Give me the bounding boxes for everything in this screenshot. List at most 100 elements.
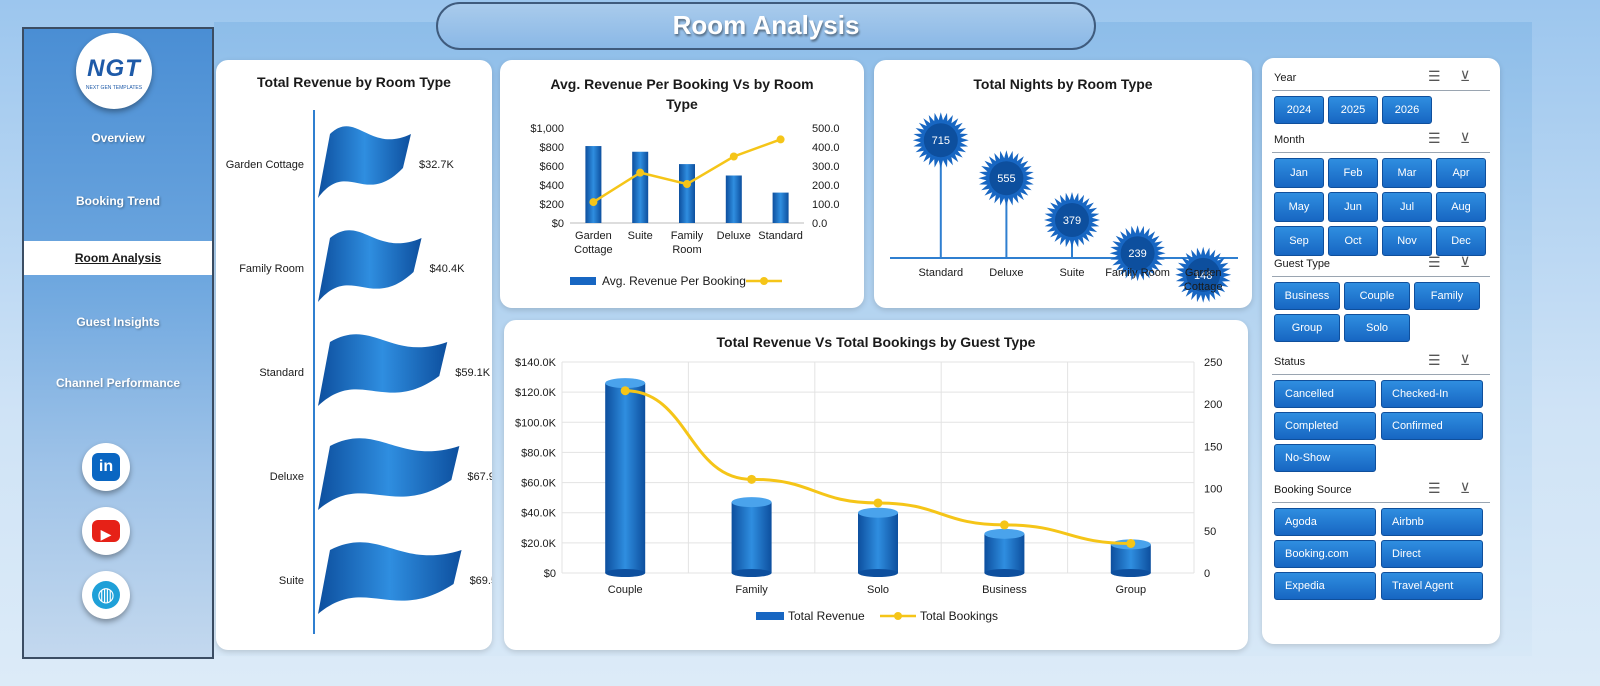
slicer-booking-source-item[interactable]: Agoda bbox=[1274, 508, 1376, 536]
chart2-line-point bbox=[636, 168, 645, 177]
linkedin-icon: in bbox=[92, 453, 120, 481]
chart1-category-label: Garden Cottage bbox=[226, 159, 304, 171]
web-button[interactable]: ◍ bbox=[82, 571, 130, 619]
slicer-booking-source-item[interactable]: Airbnb bbox=[1381, 508, 1483, 536]
chart3-star-core bbox=[1055, 202, 1089, 237]
chart4-category-label: Family bbox=[735, 584, 768, 596]
slicer-month-item[interactable]: Oct bbox=[1328, 226, 1378, 256]
slicer-month-item[interactable]: Dec bbox=[1436, 226, 1486, 256]
nav-channel-performance[interactable]: Channel Performance bbox=[55, 376, 181, 390]
chart4-bar-base bbox=[605, 569, 646, 577]
slicer-guest-type-item[interactable]: Couple bbox=[1344, 282, 1410, 310]
slicer-year-item[interactable]: 2025 bbox=[1328, 96, 1378, 124]
card-total-nights: Total Nights by Room Type 715 Standard 555… bbox=[874, 60, 1252, 308]
nav-guest-insights[interactable]: Guest Insights bbox=[76, 315, 160, 329]
clear-filter-icon[interactable]: ⊻ bbox=[1460, 130, 1471, 146]
slicer-guest-type-heading: Guest Type bbox=[1274, 258, 1331, 270]
multi-select-icon[interactable]: ☰ bbox=[1428, 254, 1441, 270]
multi-select-icon[interactable]: ☰ bbox=[1428, 480, 1441, 496]
slicer-year-item[interactable]: 2026 bbox=[1382, 96, 1432, 124]
slicer-guest-type-item[interactable]: Family bbox=[1414, 282, 1480, 310]
slicer-month-item[interactable]: Sep bbox=[1274, 226, 1324, 256]
slicer-booking-source-item[interactable]: Booking.com bbox=[1274, 540, 1376, 568]
chart2-y2tick: 500.0 bbox=[812, 123, 840, 135]
chart4-bar-base bbox=[1110, 569, 1151, 577]
slicer-panel: Year ☰ ⊻ 2024 2025 2026 Month ☰ ⊻ Jan Feb Mar Apr May… bbox=[1262, 58, 1500, 644]
slicer-month-item[interactable]: Nov bbox=[1382, 226, 1432, 256]
chart2-bar bbox=[679, 164, 695, 223]
slicer-status-item[interactable]: Confirmed bbox=[1381, 412, 1483, 440]
slicer-year-item[interactable]: 2024 bbox=[1274, 96, 1324, 124]
chart1-value-label: $40.4K bbox=[430, 263, 466, 275]
chart4-ytick: $140.0K bbox=[515, 357, 557, 369]
chart2-svg: $1,000 $800 $600 $400 $200 $0 500.0 400.0 300.0 2… bbox=[530, 123, 840, 288]
multi-select-icon[interactable]: ☰ bbox=[1428, 352, 1441, 368]
slicer-month-item[interactable]: Mar bbox=[1382, 158, 1432, 188]
clear-filter-icon[interactable]: ⊻ bbox=[1460, 480, 1471, 496]
chart1-title: Total Revenue by Room Type bbox=[257, 74, 451, 90]
chart4-y2tick: 0 bbox=[1204, 568, 1210, 580]
slicer-status-item[interactable]: No-Show bbox=[1274, 444, 1376, 472]
slicer-booking-source-item[interactable]: Travel Agent bbox=[1381, 572, 1483, 600]
chart4-ytick: $20.0K bbox=[521, 538, 557, 550]
chart3-star-core bbox=[1120, 236, 1155, 271]
nav-booking-trend[interactable]: Booking Trend bbox=[76, 194, 160, 208]
logo-subtext: NEXT GEN TEMPLATES bbox=[85, 85, 143, 91]
chart4-bar bbox=[858, 512, 898, 573]
chart2-bar bbox=[725, 175, 742, 223]
multi-select-icon[interactable]: ☰ bbox=[1428, 68, 1441, 84]
nav-overview[interactable]: Overview bbox=[91, 131, 145, 145]
slicer-booking-source-item[interactable]: Direct bbox=[1381, 540, 1483, 568]
chart4-bar-base bbox=[858, 569, 898, 577]
slicer-divider bbox=[1272, 90, 1490, 91]
chart2-ytick: $0 bbox=[552, 218, 564, 230]
chart2-ytick: $1,000 bbox=[530, 123, 564, 135]
slicer-guest-type-item[interactable]: Solo bbox=[1344, 314, 1410, 342]
slicer-guest-type-item[interactable]: Business bbox=[1274, 282, 1340, 310]
slicer-month-item[interactable]: Jun bbox=[1328, 192, 1378, 222]
slicer-status-item[interactable]: Cancelled bbox=[1274, 380, 1376, 408]
chart4-ytick: $40.0K bbox=[521, 508, 557, 520]
chart4-line-point bbox=[747, 474, 757, 484]
chart3-title: Total Nights by Room Type bbox=[973, 76, 1153, 92]
chart2-bar bbox=[772, 192, 789, 223]
chart4-bar bbox=[605, 383, 646, 573]
chart3-value-label: 555 bbox=[997, 173, 1015, 185]
clear-filter-icon[interactable]: ⊻ bbox=[1460, 352, 1471, 368]
chart2-y2tick: 300.0 bbox=[812, 161, 840, 173]
multi-select-icon[interactable]: ☰ bbox=[1428, 130, 1441, 146]
chart4-bar bbox=[731, 502, 772, 573]
clear-filter-icon[interactable]: ⊻ bbox=[1460, 68, 1471, 84]
card-avg-revenue: Avg. Revenue Per Booking Vs by Room Type… bbox=[500, 60, 864, 308]
slicer-booking-source-heading: Booking Source bbox=[1274, 484, 1352, 496]
chart4-bar-base bbox=[984, 569, 1025, 577]
slicer-status-item[interactable]: Checked-In bbox=[1381, 380, 1483, 408]
sidebar: NGT NEXT GEN TEMPLATES Overview Booking … bbox=[22, 27, 214, 659]
chart4-bar bbox=[984, 533, 1025, 573]
globe-icon: ◍ bbox=[92, 581, 120, 609]
slicer-month-item[interactable]: May bbox=[1274, 192, 1324, 222]
nav-room-analysis[interactable]: Room Analysis bbox=[24, 241, 212, 275]
chart3-value-label: 148 bbox=[1194, 270, 1212, 282]
clear-filter-icon[interactable]: ⊻ bbox=[1460, 254, 1471, 270]
card-revenue-room-type: Total Revenue by Room Type Garden Cottag… bbox=[216, 60, 492, 650]
chart2-category-label: Room bbox=[672, 244, 701, 256]
page-title: Room Analysis bbox=[672, 10, 860, 40]
slicer-month-item[interactable]: Feb bbox=[1328, 158, 1378, 188]
youtube-icon: ▶ bbox=[92, 520, 120, 542]
chart1-bar bbox=[318, 230, 422, 302]
slicer-divider bbox=[1272, 276, 1490, 277]
slicer-booking-source-item[interactable]: Expedia bbox=[1274, 572, 1376, 600]
chart3-value-label: 379 bbox=[1063, 215, 1081, 227]
slicer-month-item[interactable]: Apr bbox=[1436, 158, 1486, 188]
slicer-status-heading: Status bbox=[1274, 356, 1306, 368]
slicer-month-item[interactable]: Jul bbox=[1382, 192, 1432, 222]
slicer-status-item[interactable]: Completed bbox=[1274, 412, 1376, 440]
chart1-svg: Garden Cottage $32.7K Family Room $40.4K Sta… bbox=[226, 110, 492, 634]
slicer-month-item[interactable]: Aug bbox=[1436, 192, 1486, 222]
youtube-button[interactable]: ▶ bbox=[82, 507, 130, 555]
chart4-y2tick: 250 bbox=[1204, 357, 1222, 369]
slicer-guest-type-item[interactable]: Group bbox=[1274, 314, 1340, 342]
slicer-month-item[interactable]: Jan bbox=[1274, 158, 1324, 188]
linkedin-button[interactable]: in bbox=[82, 443, 130, 491]
